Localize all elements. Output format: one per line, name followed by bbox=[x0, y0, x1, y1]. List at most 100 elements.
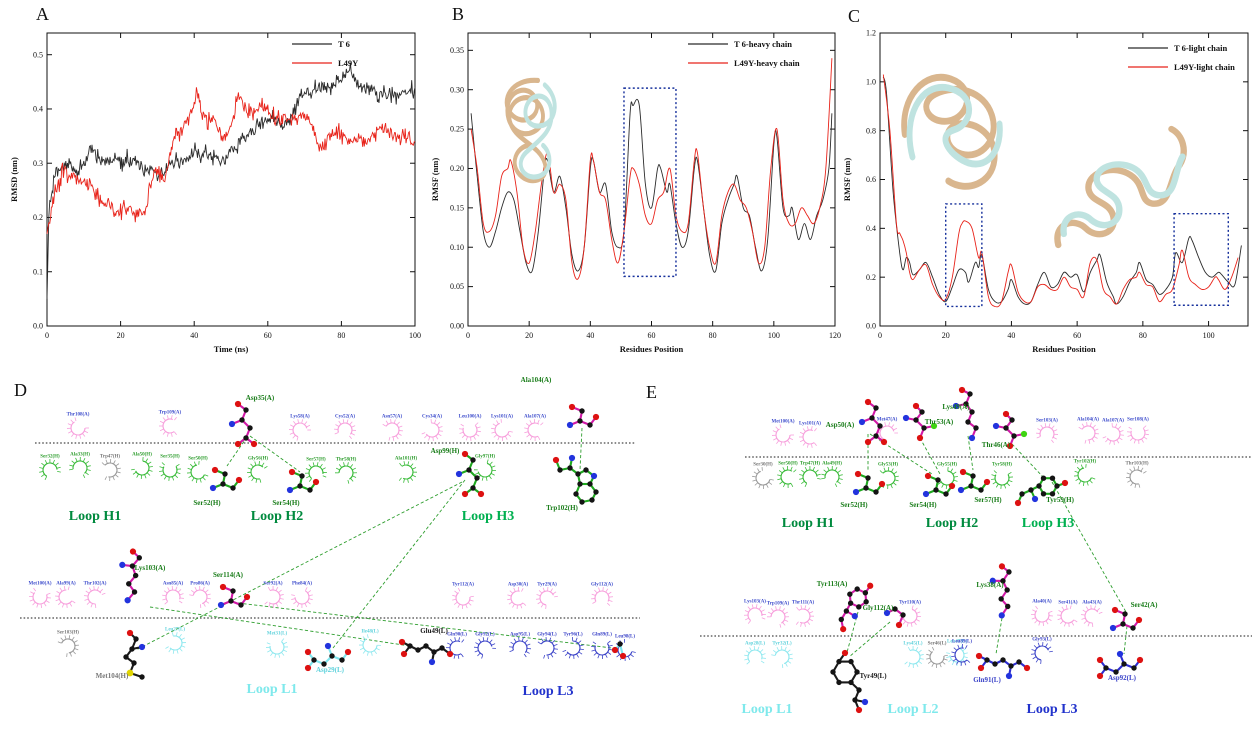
contact-residue-label: Asp95(L) bbox=[510, 633, 530, 638]
loop-label: Loop H3 bbox=[1022, 516, 1075, 531]
arc-spoke bbox=[1126, 472, 1131, 475]
arc-spoke bbox=[450, 638, 453, 643]
hydrophobic-contact-arc: Asp30(A) bbox=[507, 583, 528, 609]
arc-spoke bbox=[605, 654, 608, 658]
arc-spoke bbox=[1094, 605, 1096, 610]
arc-spoke bbox=[1137, 466, 1139, 470]
arc-spoke bbox=[778, 470, 783, 473]
arc-body bbox=[747, 607, 763, 621]
arc-spoke bbox=[1035, 605, 1039, 610]
highlight-region-box bbox=[1173, 212, 1229, 306]
arc-glyph bbox=[1081, 605, 1103, 628]
arc-spoke bbox=[1064, 622, 1066, 627]
arc-spoke bbox=[112, 476, 115, 481]
atom-c bbox=[854, 586, 860, 592]
panel-a-rmsd-chart: A 0 20 40 60 80 100 0.0 0.1 0.2 0.3 0.4 0.5 Time (ns… bbox=[0, 0, 421, 360]
arc-spoke bbox=[36, 603, 39, 608]
arc-spoke bbox=[475, 422, 479, 426]
arc-spoke bbox=[469, 599, 474, 602]
atom-c bbox=[969, 409, 975, 415]
arc-spoke bbox=[1073, 619, 1078, 623]
contact-residue-label: Ser50(H) bbox=[188, 457, 208, 462]
arc-spoke bbox=[338, 464, 342, 468]
arc-spoke bbox=[189, 463, 194, 468]
hydrophobic-contact-arc: Met47(A) bbox=[875, 418, 898, 444]
arc-spoke bbox=[188, 475, 192, 479]
arc-spoke bbox=[954, 476, 958, 478]
hydrophobic-contact-arc: Gly112(A) bbox=[591, 583, 613, 606]
ball-and-stick-residue bbox=[883, 606, 906, 629]
hydrophobic-contact-arc: Asn85(A) bbox=[162, 582, 184, 605]
arc-spoke bbox=[203, 603, 206, 607]
arc-spoke bbox=[1042, 642, 1044, 646]
atom-c bbox=[466, 467, 472, 473]
arc-glyph bbox=[1102, 423, 1124, 445]
ball-and-stick-residue bbox=[989, 563, 1012, 619]
arc-spoke bbox=[462, 605, 464, 610]
arc-spoke bbox=[110, 458, 112, 463]
atom-o bbox=[126, 629, 134, 637]
arc-spoke bbox=[784, 611, 789, 615]
legend-label: L49Y-heavy chain bbox=[734, 58, 800, 68]
atom-o bbox=[867, 582, 874, 589]
contact-residue-label: Thr58(H) bbox=[336, 458, 357, 463]
arc-spoke bbox=[104, 476, 108, 480]
arc-body bbox=[401, 464, 414, 480]
arc-spoke bbox=[1048, 423, 1051, 428]
arc-spoke bbox=[527, 648, 531, 650]
arc-spoke bbox=[509, 649, 514, 652]
hydrophobic-contact-arc: Asn57(A) bbox=[382, 415, 403, 441]
arc-body bbox=[58, 589, 73, 605]
residue-label: Tyr113(A) bbox=[817, 580, 848, 588]
arc-spoke bbox=[72, 650, 76, 655]
residue-label: Asp99(H) bbox=[431, 447, 460, 455]
hydrophobic-contact-arc: Ala104(A) bbox=[1077, 418, 1099, 444]
arc-spoke bbox=[804, 483, 808, 487]
atom-c bbox=[984, 657, 990, 663]
arc-spoke bbox=[82, 433, 86, 437]
atom-n bbox=[228, 420, 236, 428]
arc-spoke bbox=[793, 469, 797, 473]
residue-label: Asp35(A) bbox=[246, 394, 275, 402]
contact-residue-label: Trp109(A) bbox=[767, 602, 790, 607]
arc-spoke bbox=[1076, 466, 1081, 471]
atom-c bbox=[967, 391, 973, 397]
contact-residue-label: Cys34(A) bbox=[422, 415, 442, 420]
arc-body bbox=[455, 592, 471, 606]
atom-o bbox=[959, 468, 967, 476]
arc-spoke bbox=[524, 427, 528, 429]
arc-spoke bbox=[962, 648, 967, 651]
arc-spoke bbox=[174, 416, 177, 421]
y-tick-label: 0.6 bbox=[866, 175, 876, 184]
y-axis-label: RMSF (nm) bbox=[430, 158, 440, 202]
arc-spoke bbox=[1030, 613, 1035, 615]
legend-label: T 6 bbox=[338, 39, 350, 49]
ball-and-stick-residue bbox=[123, 629, 146, 680]
arc-spoke bbox=[66, 604, 68, 608]
atom-c bbox=[139, 674, 145, 680]
arc-spoke bbox=[806, 426, 809, 431]
arc-spoke bbox=[1143, 470, 1147, 474]
arc-spoke bbox=[1086, 481, 1089, 486]
arc-spoke bbox=[1084, 439, 1087, 444]
series-line-L49Y bbox=[46, 87, 416, 234]
arc-spoke bbox=[893, 427, 898, 431]
x-tick-label: 0 bbox=[466, 331, 470, 340]
arc-spoke bbox=[554, 648, 558, 650]
contact-residue-label: Ser103(H) bbox=[57, 631, 79, 636]
atom-c bbox=[1120, 621, 1126, 627]
arc-spoke bbox=[591, 649, 596, 652]
arc-glyph bbox=[1074, 464, 1096, 486]
arc-spoke bbox=[191, 477, 195, 482]
arc-spoke bbox=[579, 644, 584, 647]
arc-spoke bbox=[136, 474, 139, 478]
legend-label: L49Y-light chain bbox=[1174, 62, 1235, 72]
arc-spoke bbox=[196, 479, 198, 483]
contact-residue-label: Ser50(H) bbox=[778, 462, 798, 467]
ball-and-stick-residue bbox=[552, 454, 599, 505]
x-tick-label: 60 bbox=[264, 331, 272, 340]
arc-spoke bbox=[811, 426, 813, 430]
atom-n bbox=[998, 612, 1005, 619]
arc-spoke bbox=[1053, 437, 1057, 440]
atom-c bbox=[843, 608, 850, 614]
